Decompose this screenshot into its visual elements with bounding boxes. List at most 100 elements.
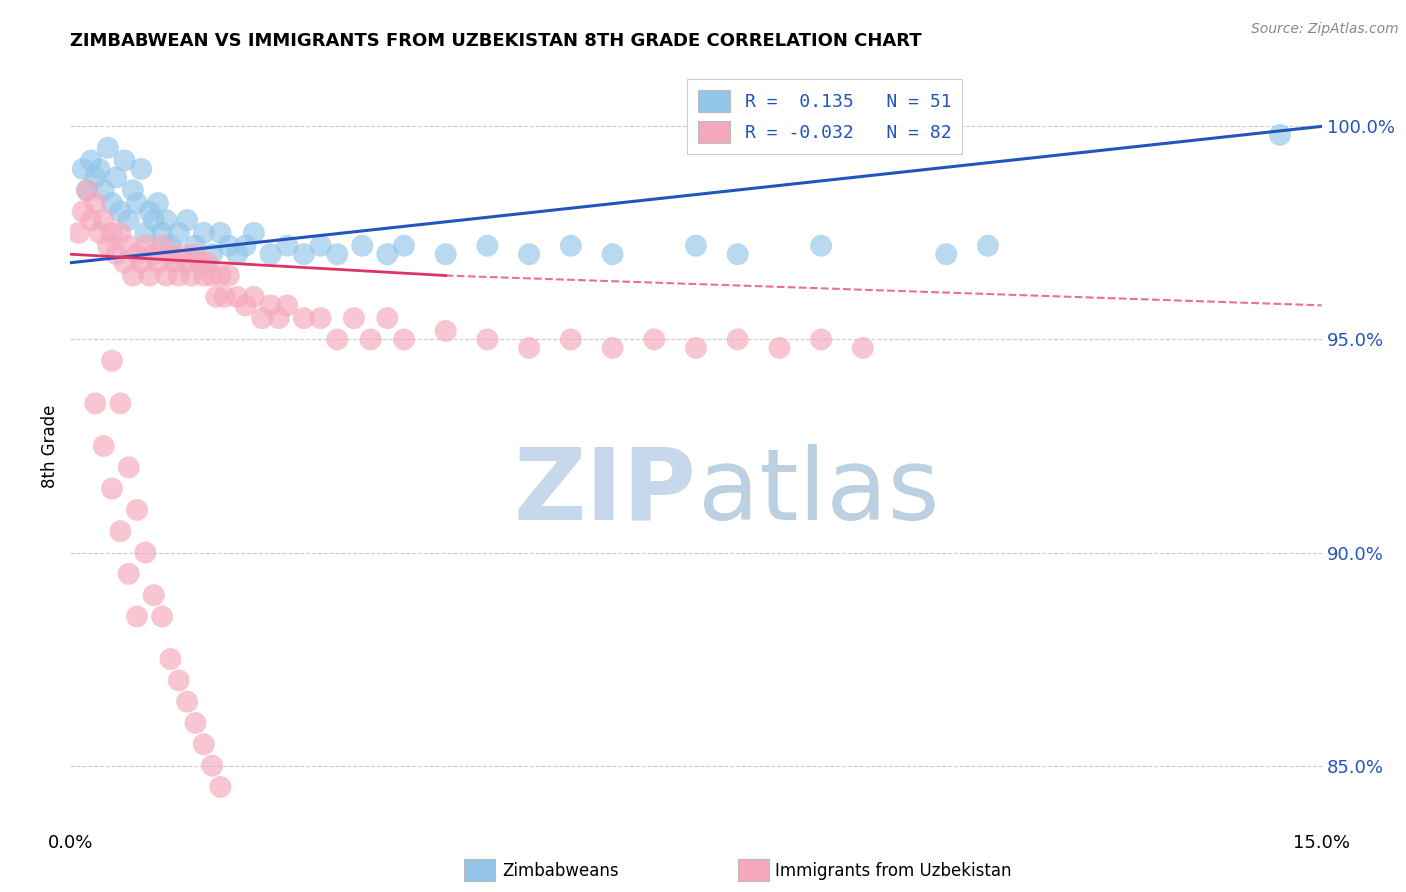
Point [101,482,124,496]
Point [150,609,173,624]
Point [343,311,366,326]
Point [292,311,315,326]
Point [935,247,957,261]
Point [309,311,332,326]
Point [193,737,215,751]
Point [118,566,141,581]
Point [434,324,457,338]
Point [121,183,145,197]
Point [93,439,115,453]
Point [121,268,145,283]
Text: Source: ZipAtlas.com: Source: ZipAtlas.com [1251,22,1399,37]
Point [180,268,202,283]
Point [101,353,124,368]
Point [142,588,165,602]
Point [193,226,215,240]
Point [259,247,281,261]
Point [138,268,160,283]
Point [110,226,132,240]
Point [72,204,94,219]
Point [176,213,198,227]
Point [201,268,224,283]
Point [205,290,228,304]
Point [768,341,790,355]
Point [125,609,148,624]
Point [243,226,266,240]
Point [114,256,136,270]
Point [193,268,215,283]
Point [110,204,132,219]
Point [218,238,240,252]
Point [392,238,415,252]
Point [118,460,141,475]
Point [276,238,298,252]
Point [118,213,141,227]
Point [326,247,349,261]
Point [326,333,349,347]
Point [167,226,190,240]
Point [727,247,749,261]
Point [184,238,207,252]
Point [134,545,156,559]
Point [375,311,398,326]
Point [97,238,120,252]
Point [727,333,749,347]
Point [685,341,707,355]
Point [110,396,132,410]
Point [477,333,499,347]
Point [250,311,273,326]
Point [125,503,148,517]
Point [517,341,540,355]
Point [76,183,98,197]
Point [176,256,198,270]
Point [101,196,124,211]
Point [852,341,875,355]
Point [105,247,128,261]
Point [89,161,111,176]
Point [101,226,124,240]
Point [375,247,398,261]
Point [129,256,152,270]
Point [155,213,177,227]
Text: Zimbabweans: Zimbabweans [502,862,619,880]
Text: ZIMBABWEAN VS IMMIGRANTS FROM UZBEKISTAN 8TH GRADE CORRELATION CHART: ZIMBABWEAN VS IMMIGRANTS FROM UZBEKISTAN… [70,32,922,50]
Point [114,153,136,168]
Point [602,341,624,355]
Point [84,396,107,410]
Point [259,298,281,312]
Point [197,256,219,270]
Point [188,256,211,270]
Point [89,226,111,240]
Point [138,204,160,219]
Point [159,247,181,261]
Point [209,268,232,283]
Point [209,226,232,240]
Point [218,268,240,283]
Point [209,780,232,794]
Legend: R =  0.135   N = 51, R = -0.032   N = 82: R = 0.135 N = 51, R = -0.032 N = 82 [688,79,962,154]
Point [105,170,128,185]
Point [1268,128,1291,142]
Point [72,161,94,176]
Point [129,161,152,176]
Point [93,213,115,227]
Point [76,183,98,197]
Point [352,238,374,252]
Point [118,238,141,252]
Point [163,256,186,270]
Point [201,247,224,261]
Point [226,290,249,304]
Point [150,238,173,252]
Point [142,213,165,227]
Point [643,333,665,347]
Point [146,256,169,270]
Point [602,247,624,261]
Point [134,238,156,252]
Point [110,524,132,539]
Point [810,333,832,347]
Point [276,298,298,312]
Point [67,226,90,240]
Point [80,153,103,168]
Point [309,238,332,252]
Point [159,652,181,666]
